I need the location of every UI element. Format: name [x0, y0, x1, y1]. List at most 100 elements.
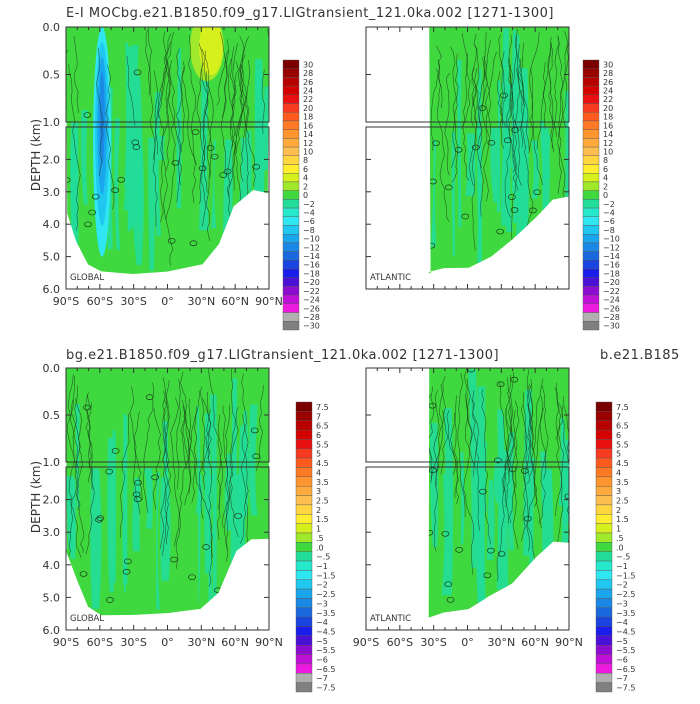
- colorbar-label: 30: [603, 60, 613, 69]
- colorbar-label: 4: [316, 468, 321, 477]
- contour-label-oval: [134, 496, 142, 503]
- contour-label-oval: [520, 468, 529, 474]
- contour-label-oval: [123, 558, 132, 565]
- colorbar-label: .0: [316, 543, 324, 552]
- field-stripe: [457, 59, 462, 228]
- contour-label-oval: [131, 139, 140, 146]
- contour-label-oval: [503, 137, 512, 144]
- field-stripe: [443, 473, 447, 571]
- colorbar-swatch: [295, 682, 313, 693]
- ylabel-bottom: DEPTH (km): [29, 461, 43, 533]
- contour-label-oval: [551, 554, 560, 561]
- x-tick-label: 0°: [161, 636, 174, 649]
- colorbar-label: −7: [316, 674, 328, 683]
- contour-line: [464, 368, 473, 444]
- colorbar-label: 6.5: [616, 422, 629, 431]
- colorbar-swatch: [595, 467, 613, 478]
- contour-line: [511, 28, 518, 111]
- colorbar-label: 2: [616, 506, 621, 515]
- contour-line: [105, 64, 115, 210]
- contour-label-oval: [106, 597, 114, 603]
- colorbar-label: 26: [303, 78, 313, 87]
- contour-line: [528, 383, 536, 476]
- contour-label-oval: [198, 165, 207, 172]
- colorbar-swatch: [295, 523, 313, 534]
- colorbar-swatch: [295, 476, 313, 487]
- contour-label-oval: [529, 588, 538, 595]
- colorbar-swatch: [595, 654, 613, 665]
- field-stripe: [90, 468, 102, 609]
- colorbar-label: 3.5: [316, 478, 329, 487]
- colorbar-swatch: [295, 626, 313, 637]
- colorbar-swatch: [582, 59, 600, 69]
- contour-label-oval: [188, 574, 196, 581]
- colorbar-label: 24: [303, 87, 313, 96]
- field-stripe: [441, 408, 454, 596]
- contour-label-oval: [170, 556, 178, 563]
- contour-label-oval: [151, 474, 159, 481]
- contour-label-oval: [171, 159, 180, 166]
- contour-line: [198, 43, 212, 227]
- field-stripe: [490, 128, 500, 203]
- contour-line: [519, 42, 530, 151]
- colorbar-label: −5: [316, 637, 328, 646]
- colorbar-label: 1: [616, 525, 621, 534]
- colorbar-swatch: [295, 673, 313, 683]
- contour-line: [240, 414, 249, 544]
- contour-line: [508, 35, 522, 186]
- colorbar-label: 4: [616, 468, 621, 477]
- colorbar-label: 30: [303, 60, 313, 69]
- contour-line: [528, 32, 540, 154]
- colorbar-label: 7: [316, 412, 321, 421]
- contour-line: [465, 378, 475, 477]
- colorbar-label: 0: [603, 191, 608, 200]
- colorbar-swatch: [582, 190, 600, 200]
- colorbar-label: 1.5: [316, 515, 329, 524]
- colorbar-label: −2.5: [616, 590, 635, 599]
- contour-label-oval: [134, 479, 143, 486]
- colorbar-label: −7.5: [616, 684, 635, 693]
- field-stripe: [496, 409, 504, 590]
- colorbar-label: −22: [303, 287, 320, 296]
- contour-label-oval: [95, 516, 103, 523]
- colorbar-swatch: [295, 616, 313, 627]
- panel-label: GLOBAL: [70, 273, 104, 283]
- colorbar-swatch: [282, 268, 300, 278]
- colorbar-swatch: [582, 303, 600, 313]
- colorbar-swatch: [282, 173, 300, 183]
- contour-line: [162, 398, 172, 545]
- contour-line: [496, 405, 512, 582]
- colorbar-swatch: [582, 112, 600, 122]
- colorbar-label: 6.5: [316, 422, 329, 431]
- contour-line: [220, 50, 230, 176]
- colorbar-label: −4: [603, 208, 615, 217]
- colorbar-swatch: [282, 112, 300, 122]
- colorbar-label: −12: [303, 243, 320, 252]
- y-tick-label: 1.0: [43, 116, 61, 129]
- colorbar-swatch: [295, 588, 313, 599]
- colorbar-swatch: [595, 551, 613, 562]
- contour-line: [170, 397, 181, 570]
- colorbar-swatch: [595, 682, 613, 693]
- colorbar-swatch: [295, 514, 313, 524]
- colorbar-swatch: [582, 155, 600, 165]
- colorbar-label: −26: [603, 304, 620, 313]
- contour-line: [481, 388, 492, 545]
- contour-line: [521, 403, 531, 541]
- colorbar-swatch: [595, 607, 613, 618]
- y-tick-label: 6.0: [43, 624, 61, 637]
- colorbar-swatch: [582, 286, 600, 296]
- contour-line: [428, 386, 435, 480]
- field-stripe: [75, 404, 80, 508]
- colorbar-label: 2.5: [316, 497, 329, 506]
- colorbar-swatch: [295, 495, 313, 506]
- colorbar-swatch: [582, 251, 600, 261]
- contour-line: [536, 61, 546, 150]
- contour-label-oval: [428, 242, 436, 249]
- x-tick-label: 90°N: [255, 295, 283, 308]
- colorbar-swatch: [595, 645, 613, 655]
- colorbar-swatch: [282, 251, 300, 261]
- colorbar-swatch: [582, 146, 600, 157]
- colorbar-swatch: [282, 277, 300, 287]
